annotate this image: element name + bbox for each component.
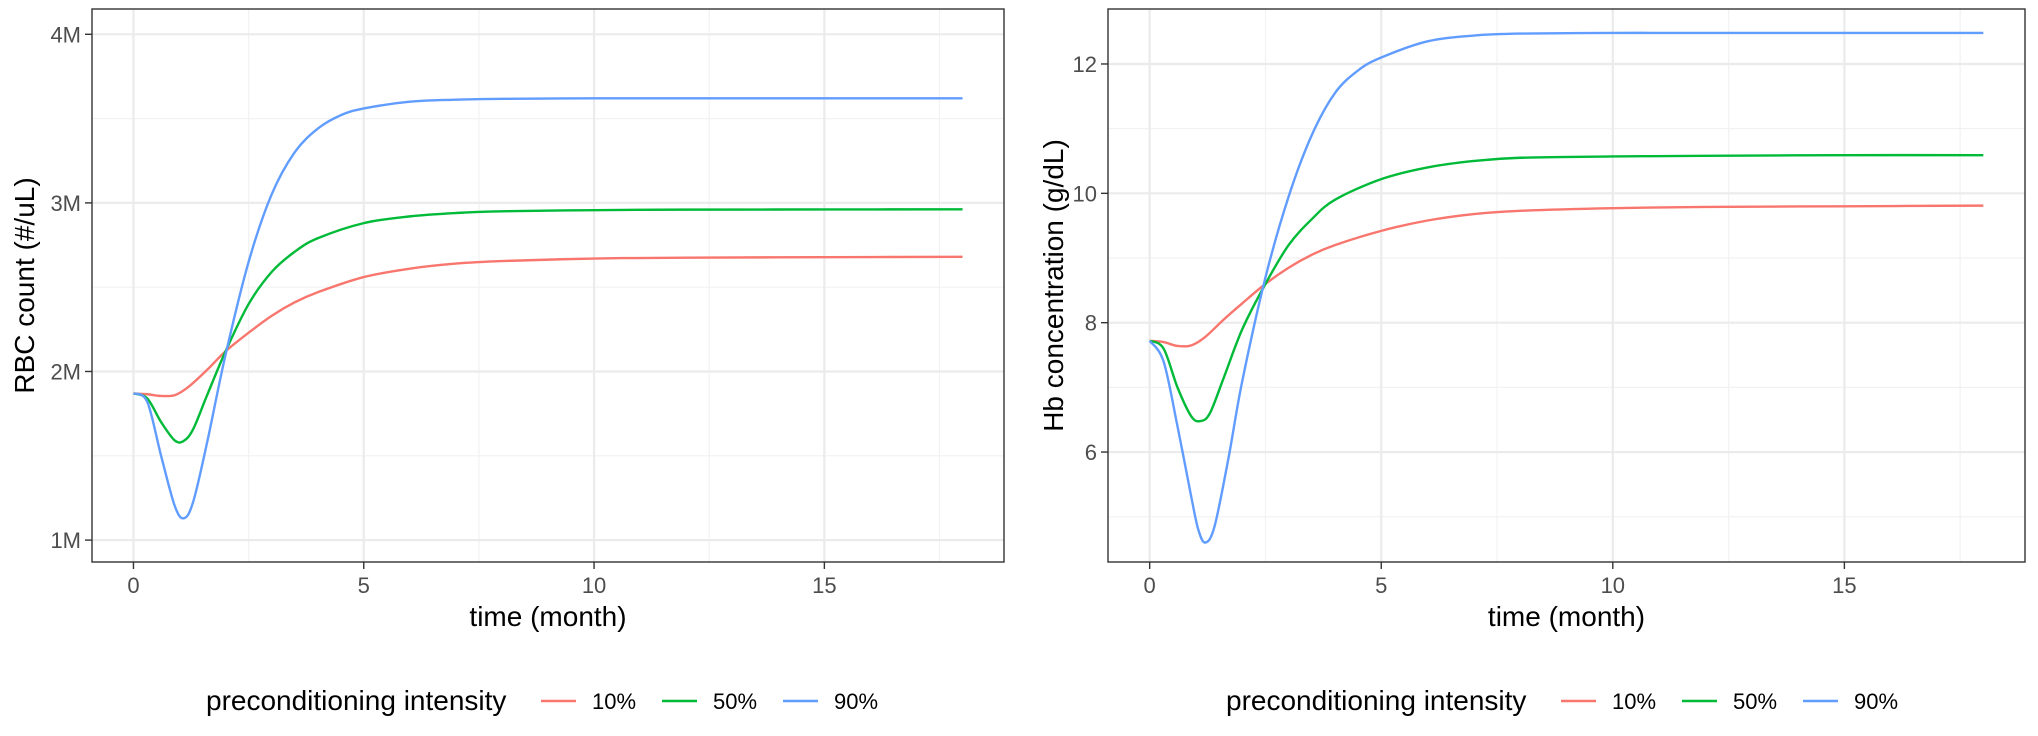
x-tick-label: 5 <box>358 573 370 598</box>
chart-panel-2: 0 5 10 15 6 8 10 12 time (month) Hb concentration… <box>1038 8 2026 716</box>
x-tick-label: 0 <box>1144 573 1156 598</box>
gridlines <box>1108 9 2025 562</box>
series-line-50pct <box>133 208 963 444</box>
y-tick-label: 10 <box>1073 181 1097 206</box>
y-tick-label: 12 <box>1073 52 1097 77</box>
legend-label: 50% <box>1733 689 1777 714</box>
plot-background <box>1108 9 2025 562</box>
legend-label: 50% <box>713 689 757 714</box>
series-line-10pct <box>133 255 963 398</box>
legend-label: 10% <box>592 689 636 714</box>
legend-label: 90% <box>1854 689 1898 714</box>
series-line-10pct <box>1149 204 1984 348</box>
y-tick-label: 3M <box>50 191 81 216</box>
legend: preconditioning intensity 10% 50% 90% <box>1226 685 1898 716</box>
legend-label: 90% <box>834 689 878 714</box>
legend-title: preconditioning intensity <box>206 685 506 716</box>
y-tick-label: 1M <box>50 528 81 553</box>
x-tick-label: 10 <box>582 573 606 598</box>
legend-label: 10% <box>1612 689 1656 714</box>
x-tick-label: 15 <box>812 573 836 598</box>
plot-background <box>92 9 1004 562</box>
panel-border <box>91 8 1005 563</box>
x-axis-title: time (month) <box>469 601 626 632</box>
panel-border <box>1107 8 2026 563</box>
x-tick-label: 0 <box>127 573 139 598</box>
series-line-90pct <box>132 97 963 520</box>
x-tick-label: 15 <box>1832 573 1856 598</box>
chart-panel-1: 0 5 10 15 1M 2M 3M 4M time (month) RBC count (#/u… <box>9 8 1005 716</box>
y-axis-title: RBC count (#/uL) <box>9 177 40 393</box>
x-tick-label: 10 <box>1601 573 1625 598</box>
series-line-90pct <box>1148 31 1984 544</box>
gridlines <box>92 9 1004 562</box>
x-axis-title: time (month) <box>1488 601 1645 632</box>
y-tick-label: 2M <box>50 359 81 384</box>
legend: preconditioning intensity 10% 50% 90% <box>206 685 878 716</box>
x-tick-label: 5 <box>1375 573 1387 598</box>
y-tick-label: 8 <box>1085 311 1097 336</box>
y-tick-label: 6 <box>1085 440 1097 465</box>
y-tick-label: 4M <box>50 22 81 47</box>
legend-title: preconditioning intensity <box>1226 685 1526 716</box>
y-axis-title: Hb concentration (g/dL) <box>1038 139 1069 432</box>
series-line-50pct <box>1149 153 1984 423</box>
